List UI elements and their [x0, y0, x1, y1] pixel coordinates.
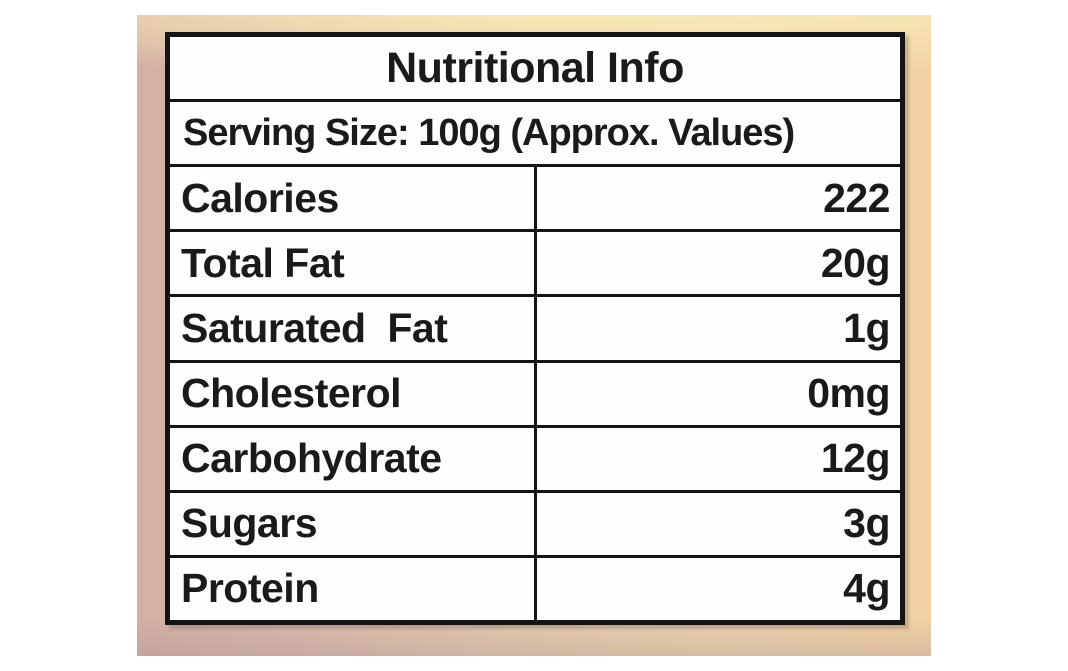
- nutrient-value-cholesterol: 0mg: [536, 362, 900, 425]
- nutrient-label-sugars: Sugars: [170, 492, 534, 555]
- nutrition-table: Nutritional Info Serving Size: 100g (App…: [165, 32, 905, 625]
- photo-background: Nutritional Info Serving Size: 100g (App…: [137, 15, 931, 656]
- nutrient-label-protein: Protein: [170, 557, 534, 620]
- nutrient-label-saturated-fat: Saturated Fat: [170, 297, 534, 360]
- serving-size-row: Serving Size: 100g (Approx. Values): [170, 102, 900, 165]
- nutrient-value-protein: 4g: [536, 557, 900, 620]
- nutrient-value-total-fat: 20g: [536, 232, 900, 295]
- nutrient-value-sugars: 3g: [536, 492, 900, 555]
- nutrient-value-calories: 222: [536, 167, 900, 230]
- nutrient-label-cholesterol: Cholesterol: [170, 362, 534, 425]
- nutrient-value-carbohydrate: 12g: [536, 427, 900, 490]
- nutrient-label-calories: Calories: [170, 167, 534, 230]
- nutrient-label-carbohydrate: Carbohydrate: [170, 427, 534, 490]
- nutrient-value-saturated-fat: 1g: [536, 297, 900, 360]
- nutrient-label-total-fat: Total Fat: [170, 232, 534, 295]
- table-title: Nutritional Info: [170, 37, 900, 100]
